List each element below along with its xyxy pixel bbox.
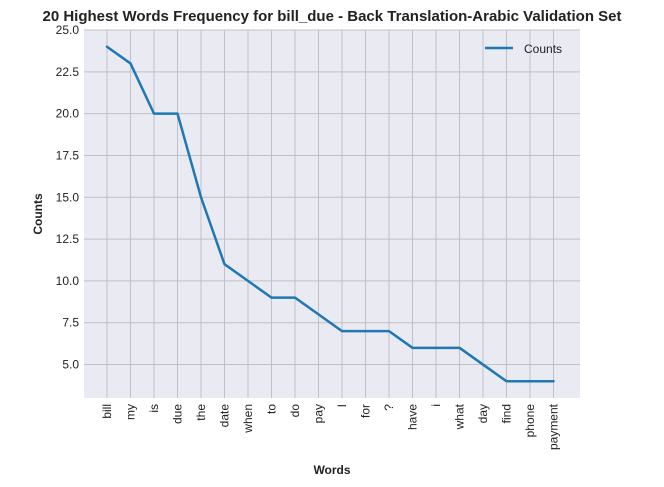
series-counts <box>105 45 555 383</box>
series-line-counts <box>105 45 555 383</box>
x-tick-label: phone <box>523 404 537 438</box>
y-tick-label: 22.5 <box>56 65 80 79</box>
x-gridlines <box>106 30 554 398</box>
x-tick-label: to <box>265 404 279 414</box>
x-tick-label: pay <box>312 404 326 423</box>
x-tick-label: payment <box>547 403 561 450</box>
x-tick-label: do <box>288 404 302 418</box>
chart-title: 20 Highest Words Frequency for bill_due … <box>42 8 621 25</box>
x-axis-label: Words <box>313 463 350 477</box>
x-tick-label: my <box>124 404 138 420</box>
x-tick-label: ? <box>382 404 396 411</box>
y-tick-labels: 5.0 7.5 10.0 12.5 15.0 17.5 20.0 22.5 25.0 <box>56 23 80 372</box>
y-tick-label: 15.0 <box>56 190 80 204</box>
y-tick-label: 17.5 <box>56 148 80 162</box>
x-tick-label: bill <box>100 404 114 419</box>
y-tick-label: 25.0 <box>56 23 80 37</box>
x-tick-label: day <box>476 404 490 423</box>
y-tick-label: 20.0 <box>56 107 80 121</box>
x-tick-label: date <box>218 404 232 428</box>
x-tick-label: I <box>335 404 349 407</box>
y-tick-label: 7.5 <box>62 316 79 330</box>
x-tick-label: what <box>453 403 467 430</box>
x-tick-label: find <box>500 404 514 423</box>
y-tick-label: 10.0 <box>56 274 80 288</box>
x-tick-label: due <box>171 404 185 424</box>
x-tick-label: the <box>194 404 208 421</box>
x-tick-label: have <box>406 404 420 430</box>
x-tick-label: when <box>241 404 255 434</box>
x-tick-label: for <box>359 404 373 418</box>
legend: Counts <box>485 42 562 56</box>
y-tick-label: 12.5 <box>56 232 80 246</box>
y-tick-label: 5.0 <box>62 358 79 372</box>
plot-area <box>84 30 580 398</box>
legend-entry-counts: Counts <box>524 42 562 56</box>
x-tick-label: is <box>147 404 161 413</box>
x-tick-label: i <box>429 404 443 407</box>
y-axis-label: Counts <box>31 193 45 235</box>
